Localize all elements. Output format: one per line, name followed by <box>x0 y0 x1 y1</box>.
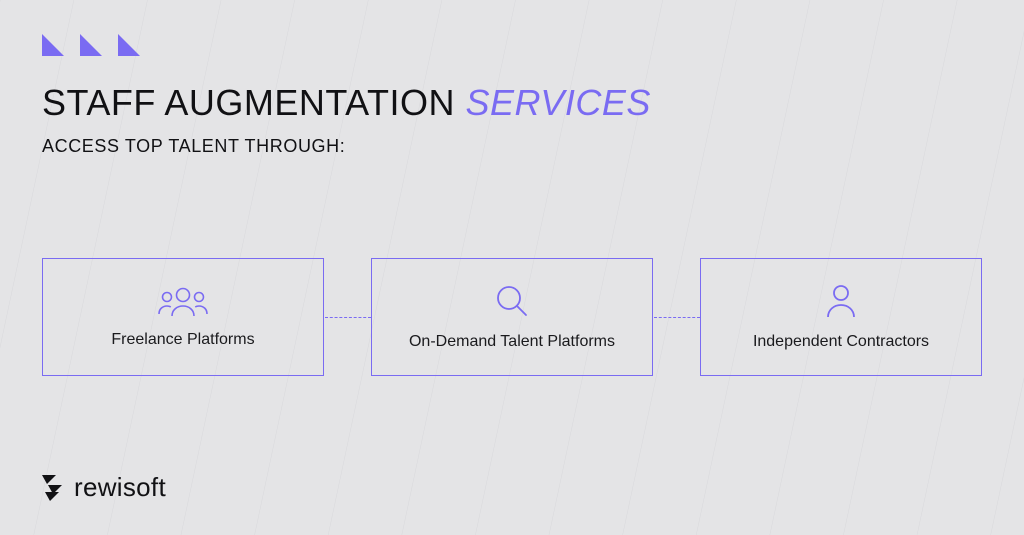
people-group-icon <box>157 285 209 317</box>
card-freelance-platforms: Freelance Platforms <box>42 258 324 376</box>
triangle-icon <box>80 34 102 56</box>
triangle-icon <box>118 34 140 56</box>
card-label: Independent Contractors <box>753 333 929 351</box>
connector-line <box>654 317 700 318</box>
connector-line <box>325 317 371 318</box>
card-independent-contractors: Independent Contractors <box>700 258 982 376</box>
triangle-icon <box>42 34 64 56</box>
title-block: STAFF AUGMENTATION SERVICES ACCESS TOP T… <box>42 82 651 157</box>
logo-mark-icon <box>42 475 66 501</box>
decor-triangles <box>42 34 140 56</box>
brand-logo: rewisoft <box>42 472 166 503</box>
cards-row: Freelance Platforms On-Demand Talent Pla… <box>42 258 982 376</box>
infographic-canvas: STAFF AUGMENTATION SERVICES ACCESS TOP T… <box>0 0 1024 535</box>
page-subtitle: ACCESS TOP TALENT THROUGH: <box>42 136 651 157</box>
card-label: Freelance Platforms <box>111 331 254 349</box>
page-title: STAFF AUGMENTATION SERVICES <box>42 82 651 124</box>
title-part-2: SERVICES <box>466 82 651 123</box>
magnifier-icon <box>494 283 530 319</box>
card-on-demand-platforms: On-Demand Talent Platforms <box>371 258 653 376</box>
card-label: On-Demand Talent Platforms <box>409 333 615 351</box>
title-part-1: STAFF AUGMENTATION <box>42 82 466 123</box>
brand-name: rewisoft <box>74 472 166 503</box>
person-icon <box>825 283 857 319</box>
